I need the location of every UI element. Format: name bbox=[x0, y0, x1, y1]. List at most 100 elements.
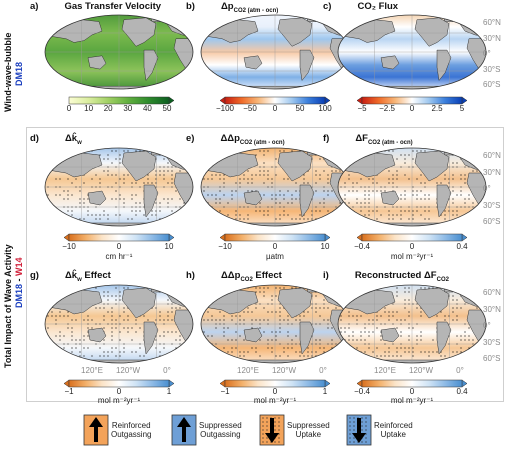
arrow-up-icon bbox=[177, 417, 191, 442]
panel-title-text: ΔΔp bbox=[220, 270, 241, 281]
legend-label-line1: Reinforced bbox=[111, 421, 151, 430]
panel-letter: f) bbox=[323, 133, 330, 144]
colorbar bbox=[64, 233, 174, 242]
colorbar bbox=[220, 379, 330, 388]
continent bbox=[380, 327, 400, 343]
legend-swatch bbox=[83, 414, 109, 446]
colorbar-tick-label: −100 bbox=[215, 104, 235, 113]
map-border bbox=[337, 14, 487, 90]
continent bbox=[436, 321, 452, 355]
colorbar-tick-label: 10 bbox=[164, 242, 174, 251]
legend-swatch bbox=[171, 414, 197, 446]
map-panel bbox=[200, 284, 350, 364]
colorbar-tick-label: −10 bbox=[62, 242, 76, 251]
colorbar-tick-label: −1 bbox=[220, 387, 230, 396]
continent bbox=[243, 327, 263, 343]
panel-title: b) ΔpCO2 (atm - ocn) bbox=[186, 1, 278, 14]
side-label-top-model-text: DM18 bbox=[14, 61, 24, 86]
continent bbox=[121, 287, 157, 319]
panel-letter: e) bbox=[186, 133, 195, 144]
colorbar-tick-label: 0.4 bbox=[456, 387, 468, 396]
map-panel bbox=[44, 147, 194, 227]
colorbar bbox=[357, 96, 467, 105]
colorbar-tick-label: −0.4 bbox=[354, 242, 370, 251]
map-panel bbox=[200, 14, 350, 90]
panel-title-text: CO₂ Flux bbox=[357, 1, 399, 12]
legend-label-line2: Uptake bbox=[295, 430, 322, 439]
panel-title: g) Δk̂w Effect bbox=[30, 270, 111, 283]
legend-label: Reinforced Outgassing bbox=[111, 421, 151, 439]
continent bbox=[243, 190, 263, 206]
colorbar-unit: mol m⁻²yr⁻¹ bbox=[390, 252, 434, 261]
panel-letter: h) bbox=[186, 270, 195, 281]
colorbar bbox=[220, 233, 330, 242]
continent bbox=[380, 55, 400, 70]
lon-label: 0° bbox=[319, 366, 327, 375]
side-label-bottom-model-b: W14 bbox=[14, 257, 24, 276]
colorbar-unit: mol m⁻²yr⁻¹ bbox=[97, 396, 141, 405]
map-border bbox=[337, 284, 487, 364]
continent bbox=[143, 321, 159, 355]
side-label-top: Wind-wave-bubble bbox=[3, 33, 13, 112]
colorbar-tick-label: 0 bbox=[272, 104, 278, 113]
colorbar bbox=[357, 379, 467, 388]
colorbar-unit: µatm bbox=[266, 252, 284, 261]
colorbar-tick-label: 0 bbox=[66, 104, 72, 113]
lat-label: 60°N bbox=[483, 18, 501, 27]
legend-label: Reinforced Uptake bbox=[374, 421, 413, 439]
map-panel bbox=[337, 147, 487, 227]
panel-title: d) Δk̂w bbox=[30, 133, 82, 146]
continent bbox=[87, 55, 107, 70]
continent bbox=[414, 287, 450, 319]
colorbar bbox=[68, 96, 174, 105]
panel-title-text: Δk̂ bbox=[64, 270, 78, 281]
legend-swatch bbox=[259, 414, 285, 446]
continent bbox=[436, 49, 452, 82]
side-label-bottom-model: DM18 - W14 bbox=[14, 257, 24, 308]
panel-title-text: Reconstructed ΔF bbox=[354, 270, 437, 281]
map-panel bbox=[44, 14, 194, 90]
map-border bbox=[337, 147, 487, 227]
continent bbox=[277, 150, 313, 182]
panel-title: e) ΔΔpCO2 (atm - ocn) bbox=[186, 133, 285, 146]
panel-title-text: ΔF bbox=[355, 133, 368, 144]
lat-label: 60°N bbox=[483, 288, 501, 297]
side-label-bottom: Total Impact of Wave Activity bbox=[3, 244, 13, 368]
colorbar-tick-label: −50 bbox=[243, 104, 257, 113]
panel-letter: b) bbox=[186, 1, 195, 12]
colorbar-unit: cm hr⁻¹ bbox=[105, 252, 133, 261]
colorbar-tick-label: 1 bbox=[166, 387, 172, 396]
side-label-bottom-text: Total Impact of Wave Activity bbox=[3, 244, 13, 368]
continent bbox=[299, 184, 315, 218]
side-label-top-model: DM18 bbox=[14, 62, 24, 86]
legend-label-line1: Suppressed bbox=[199, 421, 242, 430]
colorbar-tick-label: −0.4 bbox=[354, 387, 370, 396]
panel-letter: a) bbox=[30, 1, 39, 12]
bottom-frame bbox=[26, 127, 504, 402]
colorbar-tick-label: 50 bbox=[162, 104, 172, 113]
continent bbox=[414, 17, 450, 47]
panel-letter: i) bbox=[323, 270, 329, 281]
lat-label: 0° bbox=[483, 184, 491, 193]
continent bbox=[414, 150, 450, 182]
continent bbox=[436, 184, 452, 218]
lon-label: 120°W bbox=[115, 366, 141, 375]
map-panel bbox=[337, 284, 487, 364]
legend-label: Suppressed Outgassing bbox=[199, 421, 242, 439]
colorbar-tick-label: −10 bbox=[218, 242, 232, 251]
continent bbox=[277, 287, 313, 319]
lon-label: 120°W bbox=[271, 366, 297, 375]
panel-letter: g) bbox=[30, 270, 39, 281]
lat-label: 60°S bbox=[483, 80, 501, 89]
lon-label: 120°W bbox=[408, 366, 434, 375]
colorbar-tick-label: 0 bbox=[409, 104, 415, 113]
lat-label: 30°S bbox=[483, 337, 501, 347]
continent bbox=[87, 190, 107, 206]
panel-title-suffix: Effect bbox=[252, 270, 282, 281]
panel-title: a) Gas Transfer Velocity bbox=[30, 1, 161, 12]
lat-label: 30°N bbox=[483, 304, 501, 314]
colorbar bbox=[64, 379, 174, 388]
colorbar-unit: mol m⁻²yr⁻¹ bbox=[253, 396, 297, 405]
colorbar-unit: mol m⁻²yr⁻¹ bbox=[390, 396, 434, 405]
map-border bbox=[44, 147, 194, 227]
